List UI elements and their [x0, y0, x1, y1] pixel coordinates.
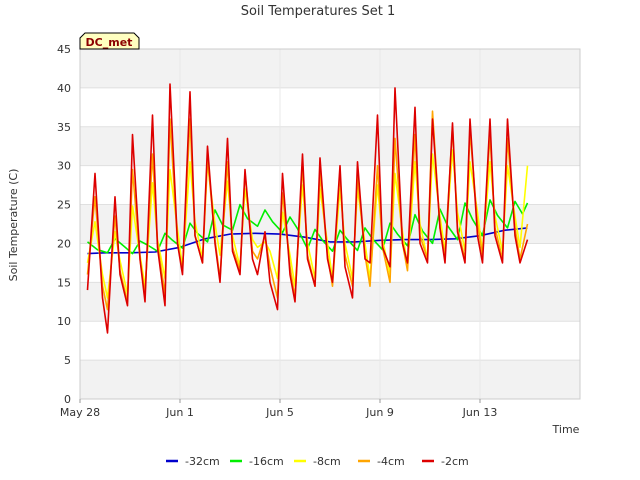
y-tick-label: 15 [57, 276, 71, 289]
x-tick-label: Jun 5 [265, 406, 294, 419]
series-line-2cm [86, 83, 529, 334]
badge-background [79, 32, 140, 50]
legend-label: -2cm [441, 455, 469, 468]
x-tick-label: Jun 1 [165, 406, 194, 419]
y-tick-label: 35 [57, 121, 71, 134]
y-axis-ticks: 0 5 10 15 20 25 30 35 40 45 [57, 43, 71, 406]
badge-label: DC_met [86, 36, 133, 49]
series-line-32cm [87, 227, 528, 255]
y-tick-label: 10 [57, 315, 71, 328]
legend-label: -8cm [313, 455, 341, 468]
x-tick-label: Jun 13 [462, 406, 498, 419]
y-tick-label: 25 [57, 199, 71, 212]
band [80, 126, 580, 166]
y-tick-label: 0 [64, 393, 71, 406]
chart-title: Soil Temperatures Set 1 [241, 4, 396, 19]
dc-met-badge: DC_met [79, 32, 140, 50]
legend-label: -32cm [185, 455, 220, 468]
y-axis-title: Soil Temperature (C) [7, 169, 20, 282]
series-lines [86, 83, 529, 334]
legend: -32cm -16cm -8cm -4cm -2cm [166, 455, 469, 468]
x-tick-label: Jun 9 [365, 406, 394, 419]
x-axis-ticks: May 28 Jun 1 Jun 5 Jun 9 Jun 13 [60, 399, 497, 419]
band [80, 360, 580, 399]
y-tick-label: 20 [57, 237, 71, 250]
y-tick-label: 45 [57, 43, 71, 56]
band [80, 282, 580, 322]
y-tick-label: 5 [64, 354, 71, 367]
plot-frame [79, 48, 581, 400]
y-tick-label: 40 [57, 82, 71, 95]
legend-label: -16cm [249, 455, 284, 468]
x-tick-label: May 28 [60, 406, 100, 419]
y-tick-label: 30 [57, 160, 71, 173]
legend-label: -4cm [377, 455, 405, 468]
x-axis-title: Time [552, 423, 580, 436]
band [80, 49, 580, 88]
